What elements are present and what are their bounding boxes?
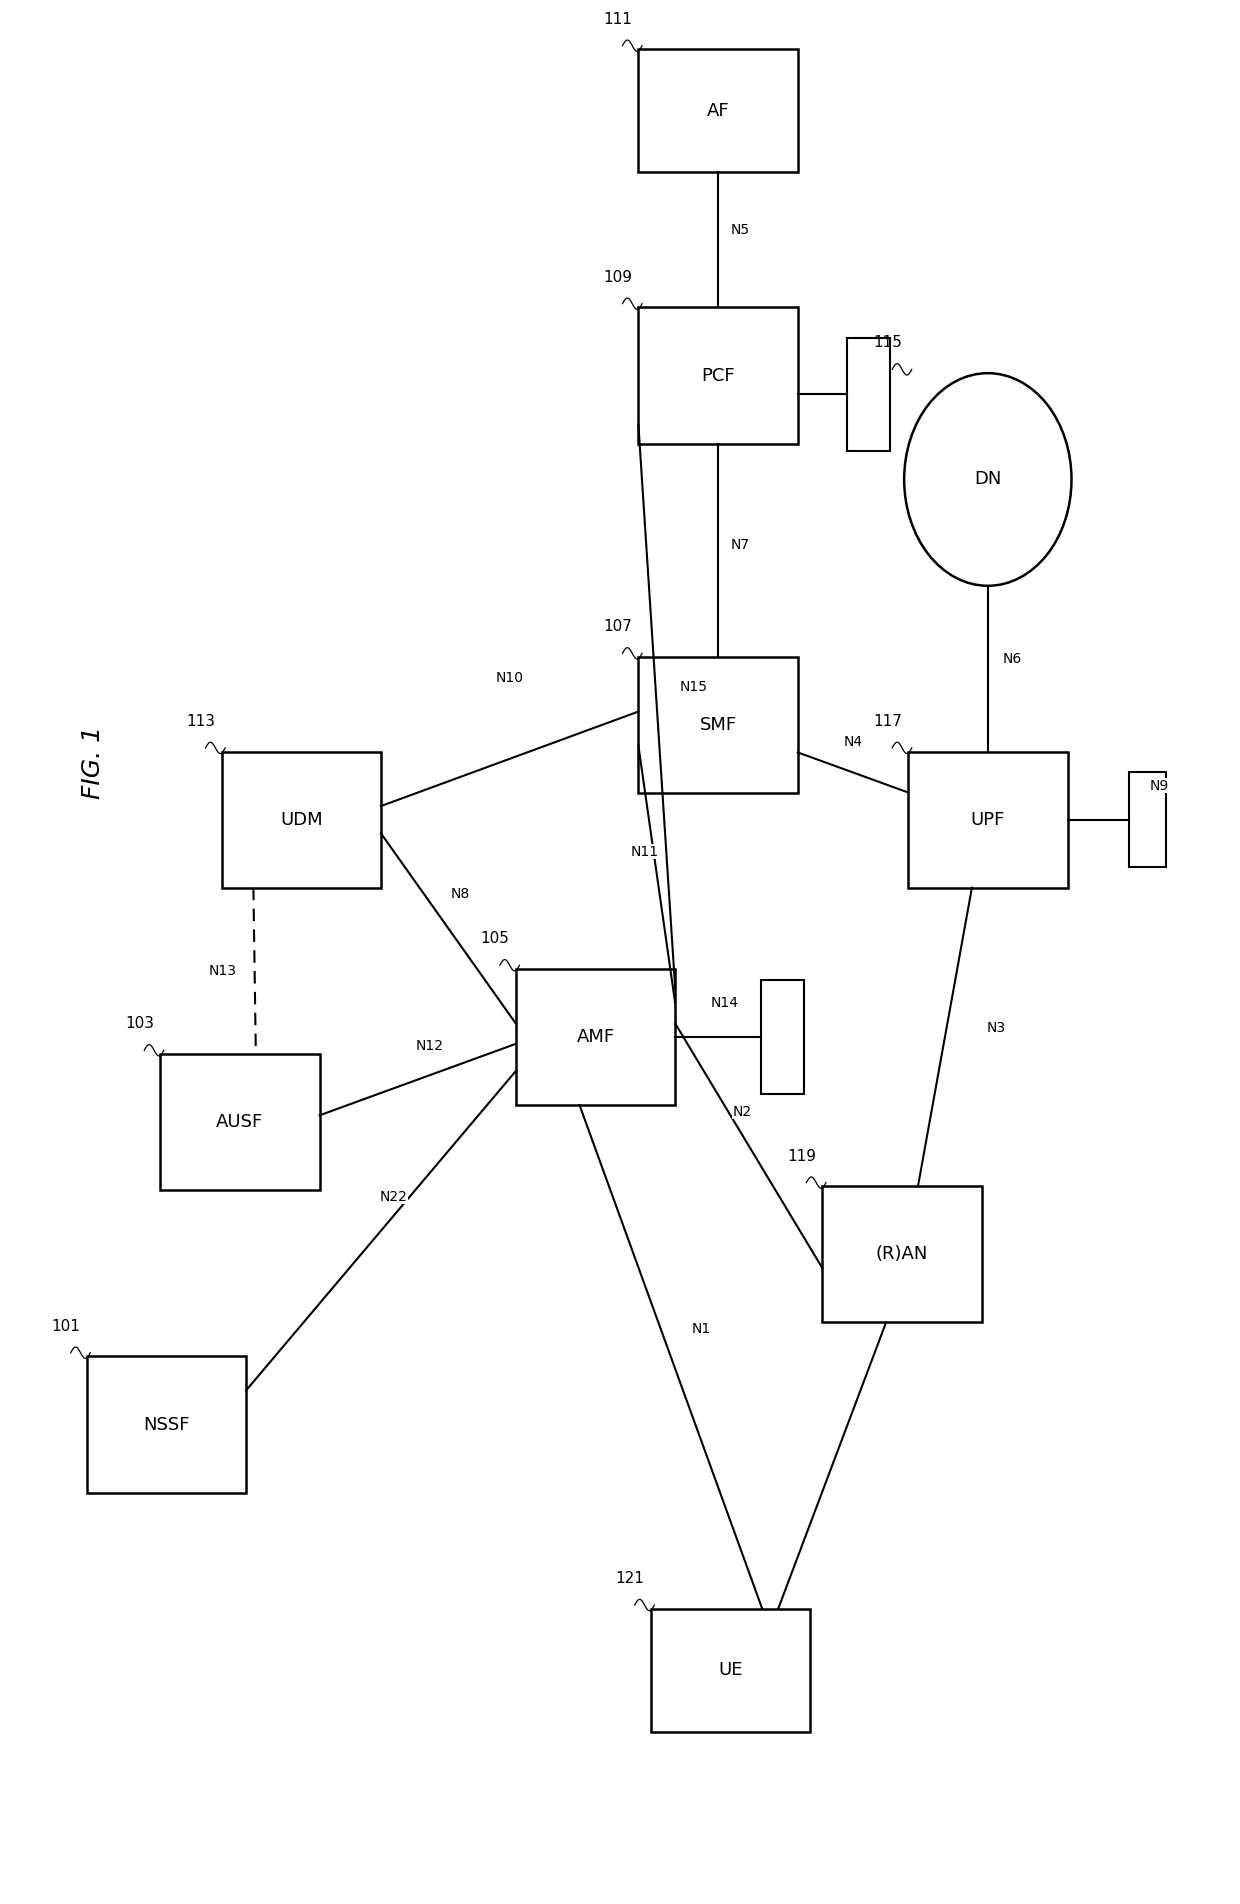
Text: N14: N14	[711, 996, 738, 1009]
Text: 103: 103	[125, 1017, 154, 1032]
Text: N7: N7	[730, 537, 750, 552]
Text: N4: N4	[843, 735, 863, 748]
Text: N10: N10	[496, 670, 523, 685]
Text: N12: N12	[415, 1038, 444, 1053]
Text: SMF: SMF	[699, 716, 737, 735]
Text: 117: 117	[873, 714, 901, 729]
Text: 107: 107	[604, 619, 632, 634]
FancyBboxPatch shape	[822, 1186, 982, 1323]
Text: 105: 105	[481, 931, 510, 946]
Text: N22: N22	[379, 1190, 407, 1203]
FancyBboxPatch shape	[160, 1055, 320, 1190]
Text: FIG. 1: FIG. 1	[81, 727, 104, 800]
Text: 109: 109	[604, 270, 632, 286]
FancyBboxPatch shape	[639, 657, 797, 794]
Text: N9: N9	[1149, 779, 1169, 792]
FancyBboxPatch shape	[651, 1609, 810, 1731]
Text: UPF: UPF	[971, 811, 1006, 828]
Text: (R)AN: (R)AN	[875, 1245, 929, 1264]
Text: 101: 101	[52, 1319, 81, 1335]
FancyBboxPatch shape	[761, 981, 804, 1093]
Text: N5: N5	[730, 223, 750, 238]
Text: 111: 111	[604, 11, 632, 27]
FancyBboxPatch shape	[87, 1356, 246, 1493]
Text: N6: N6	[1003, 653, 1022, 666]
FancyBboxPatch shape	[908, 752, 1068, 887]
Text: N11: N11	[630, 845, 658, 859]
Text: N3: N3	[987, 1021, 1006, 1034]
Text: UDM: UDM	[280, 811, 322, 828]
Text: 113: 113	[186, 714, 216, 729]
Text: N15: N15	[680, 680, 708, 695]
FancyBboxPatch shape	[1128, 773, 1166, 866]
Text: 121: 121	[615, 1571, 645, 1586]
FancyBboxPatch shape	[847, 337, 890, 451]
Text: N2: N2	[733, 1104, 753, 1120]
Text: AMF: AMF	[577, 1028, 615, 1045]
Ellipse shape	[904, 373, 1071, 586]
Text: NSSF: NSSF	[143, 1415, 190, 1434]
FancyBboxPatch shape	[222, 752, 381, 887]
Text: AUSF: AUSF	[216, 1114, 264, 1131]
Text: AF: AF	[707, 103, 729, 120]
Text: N1: N1	[692, 1321, 712, 1335]
Text: N13: N13	[208, 963, 237, 979]
Text: N8: N8	[451, 887, 470, 901]
Text: 119: 119	[787, 1148, 816, 1163]
Text: DN: DN	[975, 470, 1002, 489]
Text: 115: 115	[873, 335, 901, 350]
FancyBboxPatch shape	[639, 50, 797, 173]
FancyBboxPatch shape	[516, 969, 675, 1104]
Text: PCF: PCF	[702, 366, 735, 385]
Text: UE: UE	[718, 1662, 743, 1679]
FancyBboxPatch shape	[639, 307, 797, 444]
